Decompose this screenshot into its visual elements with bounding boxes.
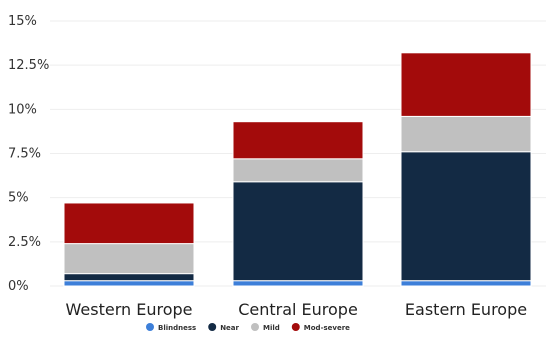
y-tick-label: 0% <box>8 279 29 294</box>
bar-segment <box>232 280 364 287</box>
x-category-label: Eastern Europe <box>405 300 527 319</box>
legend-label: Mild <box>263 324 280 332</box>
legend-marker <box>208 323 217 331</box>
bar-segment <box>232 158 364 183</box>
legend-marker <box>146 323 154 331</box>
bar-segment <box>63 280 195 287</box>
x-category-label: Central Europe <box>238 300 358 319</box>
legend-label: Blindness <box>158 324 196 332</box>
bar-segment <box>400 151 532 282</box>
y-tick-label: 7.5% <box>8 147 41 162</box>
y-tick-label: 12.5% <box>8 58 49 73</box>
legend-label: Near <box>220 324 239 332</box>
bar-segment <box>232 121 364 160</box>
y-tick-label: 10% <box>8 102 37 117</box>
bar-segment <box>400 280 532 287</box>
legend-label: Mod-severe <box>304 324 350 332</box>
bar-segment <box>400 115 532 153</box>
bar-segment <box>63 243 195 275</box>
x-category-label: Western Europe <box>66 300 193 319</box>
bar-segment <box>232 181 364 282</box>
legend-marker <box>291 323 300 331</box>
y-tick-label: 2.5% <box>8 235 41 250</box>
bar-segment <box>63 273 195 282</box>
y-tick-label: 15% <box>8 14 37 29</box>
y-tick-label: 5% <box>8 191 29 206</box>
bar-segment <box>63 202 195 245</box>
legend-marker <box>251 323 259 331</box>
bar-segment <box>400 52 532 117</box>
